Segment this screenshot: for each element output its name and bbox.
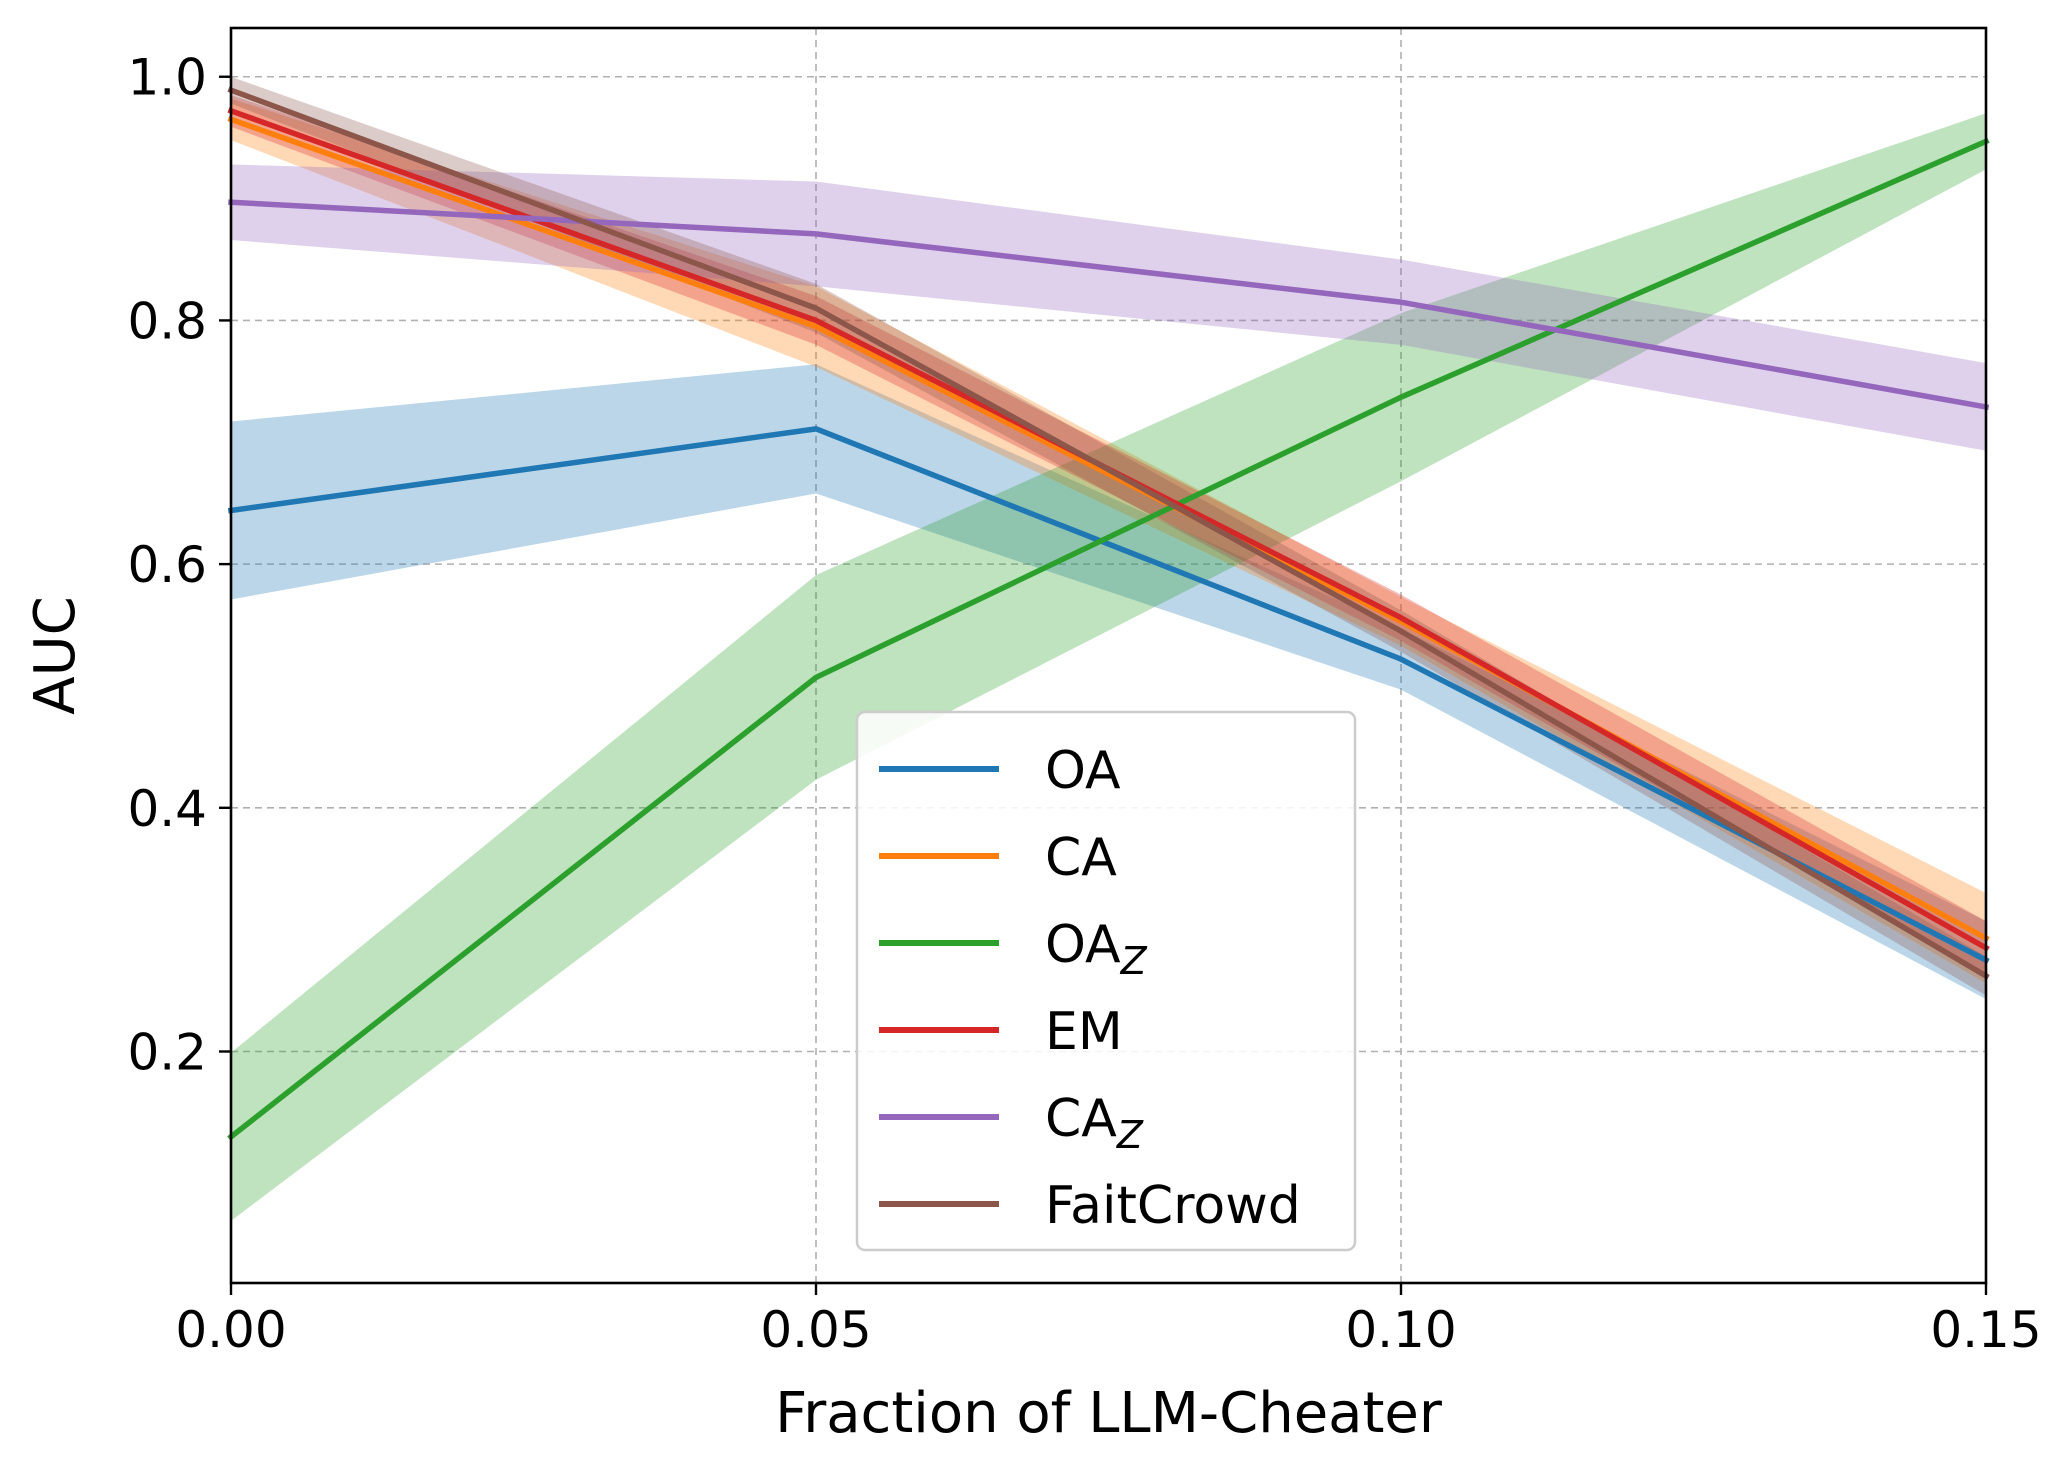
legend: OA CA OAZ EM CAZ FaitCrowd [855, 710, 1357, 1252]
x-tick-label: 0.05 [760, 1301, 871, 1359]
x-tick-label: 0.15 [1930, 1301, 2041, 1359]
band-ca-z [231, 164, 1986, 451]
y-axis: 0.2 0.4 0.6 0.8 1.0 [127, 49, 231, 1081]
x-axis-label: Fraction of LLM-Cheater [775, 1381, 1443, 1446]
x-tick-label: 0.00 [175, 1301, 286, 1359]
series-line-faitcrowd [227, 86, 1990, 980]
legend-label-ca: CA [1045, 828, 1117, 888]
band-faitcrowd [231, 76, 1986, 996]
legend-label-ca-z: CAZ [1045, 1089, 1144, 1157]
y-axis-label: AUC [23, 596, 88, 714]
x-tick-label: 0.10 [1345, 1301, 1456, 1359]
legend-label-em: EM [1045, 1002, 1123, 1062]
series-line-ca-z [228, 199, 1990, 411]
y-tick-label: 0.8 [127, 292, 207, 350]
y-tick-label: 0.2 [127, 1023, 207, 1081]
x-axis: 0.00 0.05 0.10 0.15 [175, 1283, 2042, 1359]
y-tick-label: 0.6 [127, 536, 207, 594]
series-line-oa-z [227, 137, 1990, 1141]
series-lines [227, 86, 1990, 1141]
y-tick-label: 1.0 [127, 49, 207, 107]
legend-label-oa-z: OAZ [1045, 915, 1148, 983]
band-oa-z [231, 113, 1986, 1221]
legend-label-faitcrowd: FaitCrowd [1045, 1176, 1301, 1236]
band-oa [231, 364, 1986, 1000]
band-ca [231, 98, 1986, 984]
legend-label-oa: OA [1045, 741, 1121, 801]
plot-frame [229, 26, 1988, 1285]
series-line-oa [227, 426, 1990, 964]
y-tick-label: 0.4 [127, 780, 207, 838]
